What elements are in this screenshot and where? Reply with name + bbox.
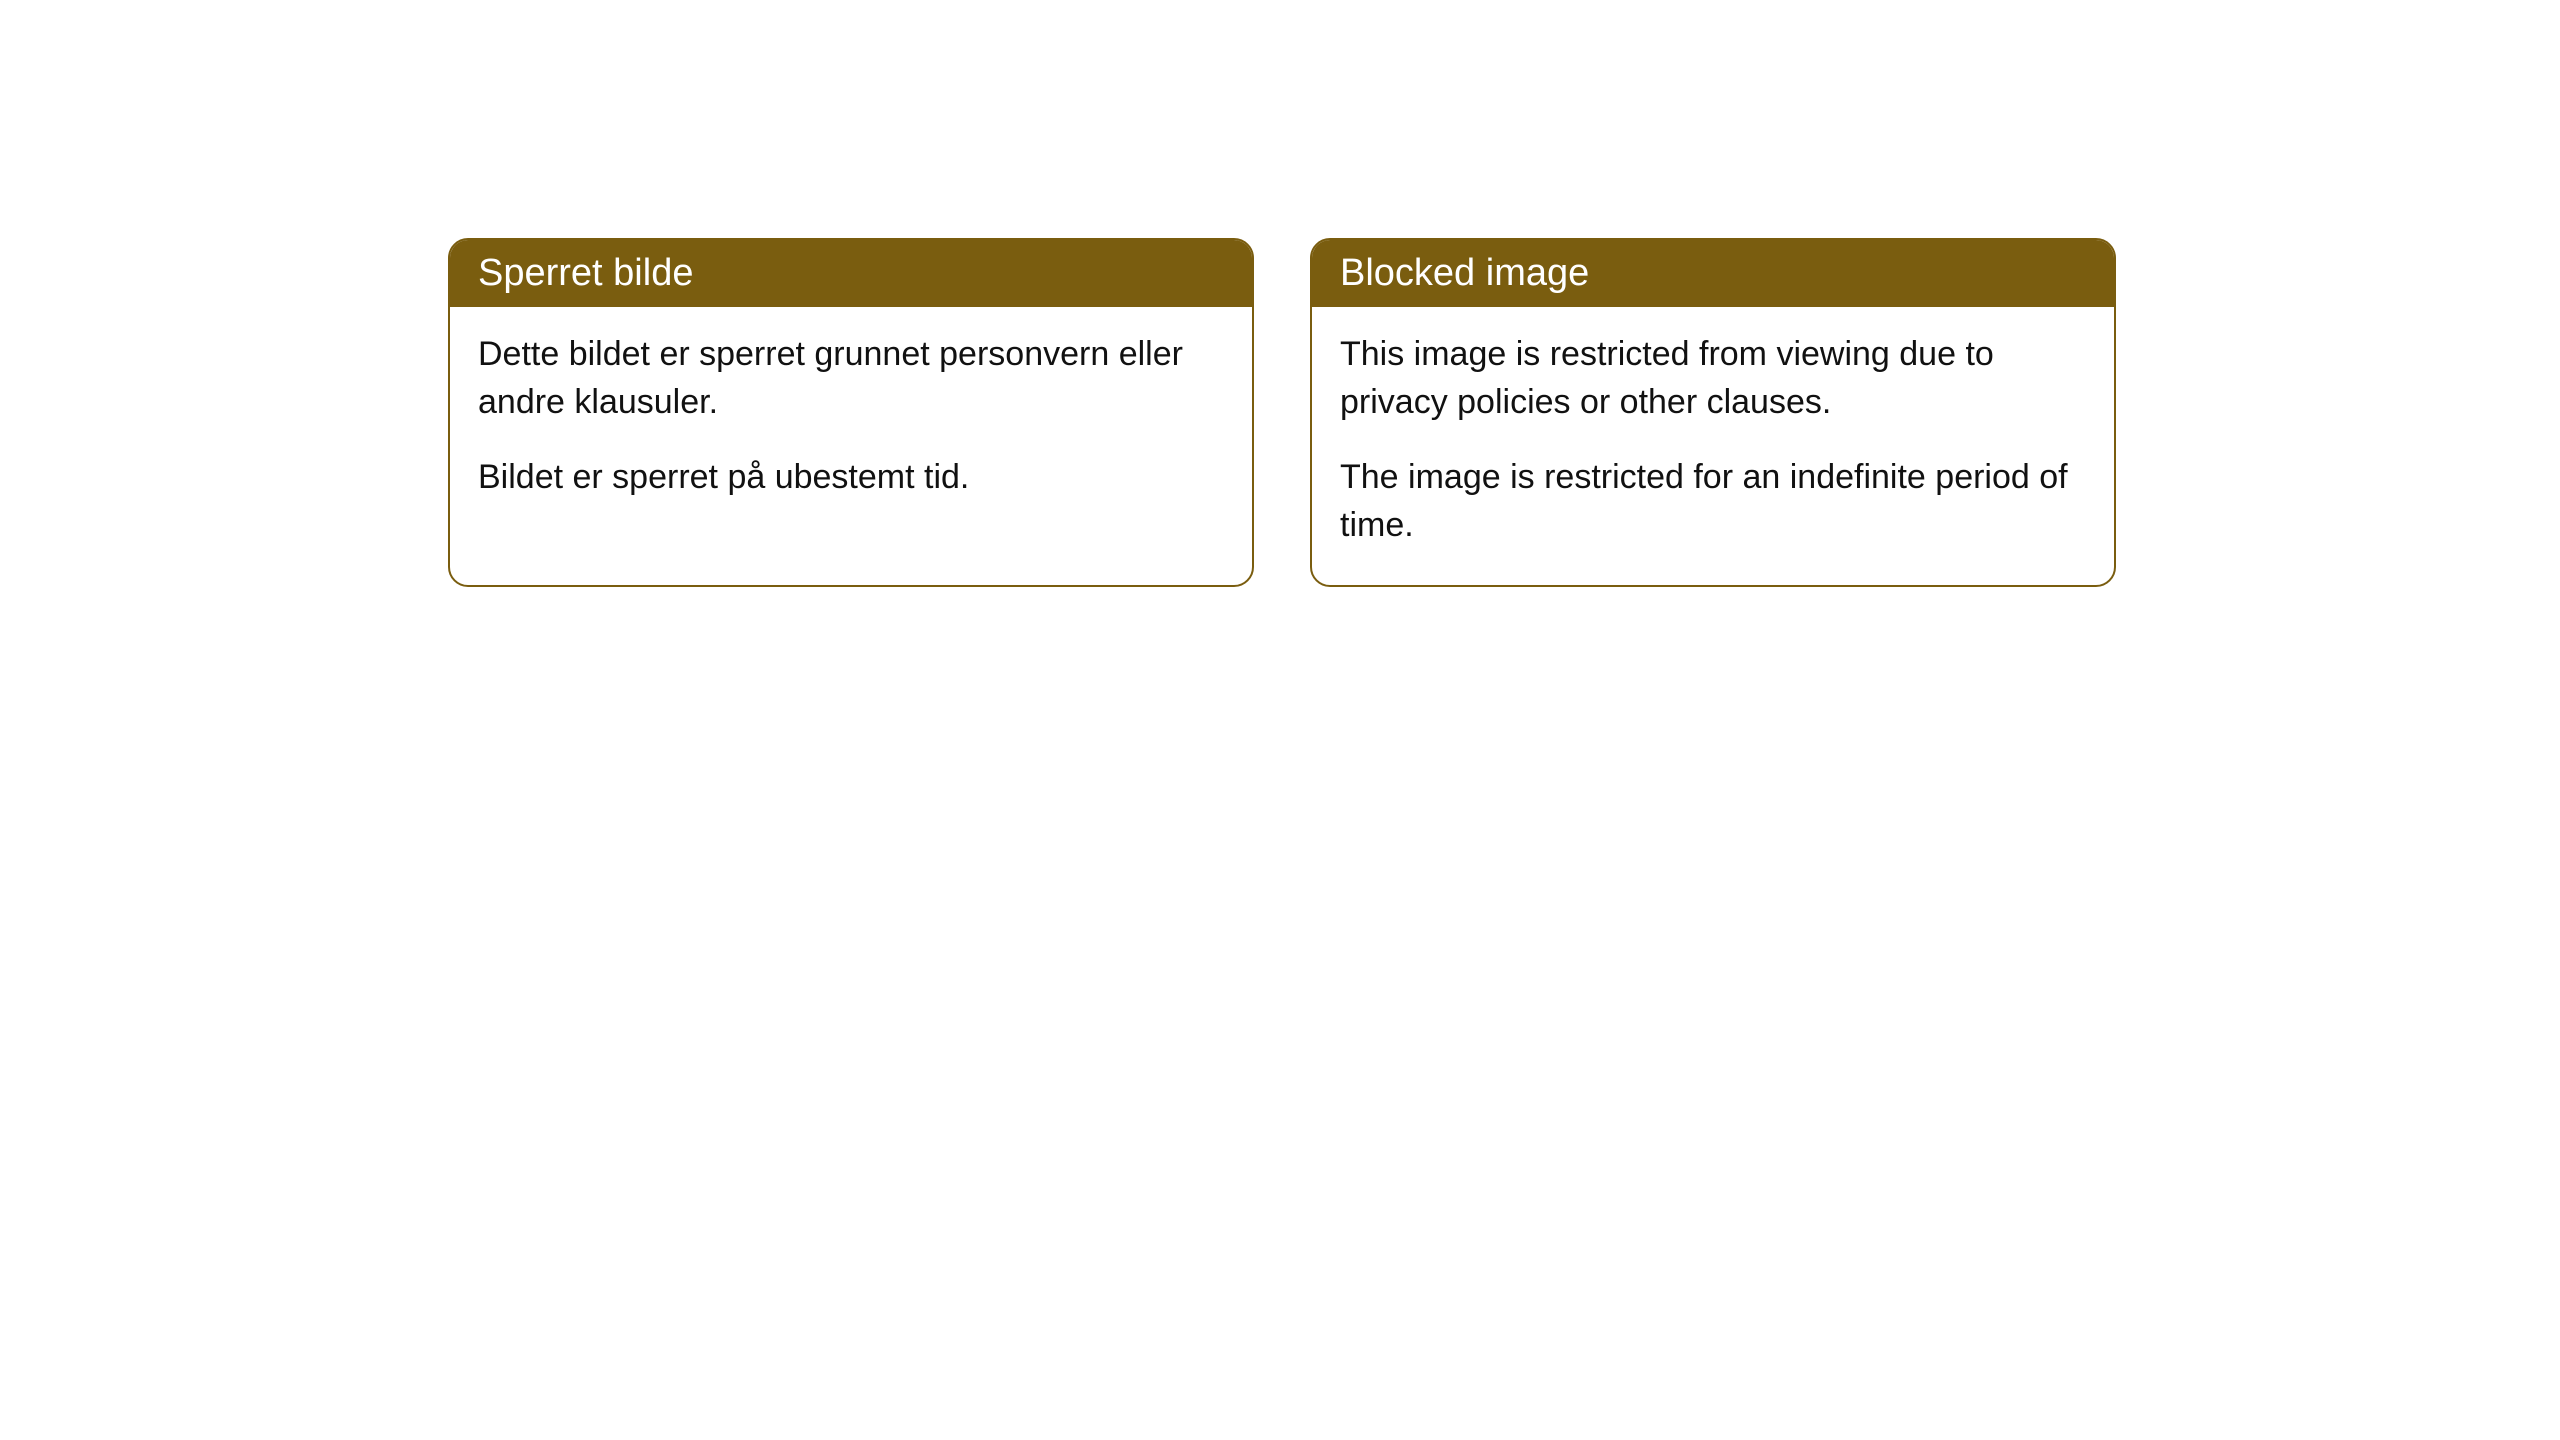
card-title: Sperret bilde <box>478 252 693 294</box>
card-header-norwegian: Sperret bilde <box>450 240 1252 307</box>
card-header-english: Blocked image <box>1312 240 2114 307</box>
card-paragraph: The image is restricted for an indefinit… <box>1340 454 2086 549</box>
card-body-english: This image is restricted from viewing du… <box>1312 307 2114 585</box>
card-paragraph: Bildet er sperret på ubestemt tid. <box>478 454 1224 502</box>
blocked-image-card-english: Blocked image This image is restricted f… <box>1310 238 2116 587</box>
card-title: Blocked image <box>1340 252 1589 294</box>
card-paragraph: Dette bildet er sperret grunnet personve… <box>478 331 1224 426</box>
card-paragraph: This image is restricted from viewing du… <box>1340 331 2086 426</box>
card-body-norwegian: Dette bildet er sperret grunnet personve… <box>450 307 1252 538</box>
notice-cards-container: Sperret bilde Dette bildet er sperret gr… <box>448 238 2116 587</box>
blocked-image-card-norwegian: Sperret bilde Dette bildet er sperret gr… <box>448 238 1254 587</box>
